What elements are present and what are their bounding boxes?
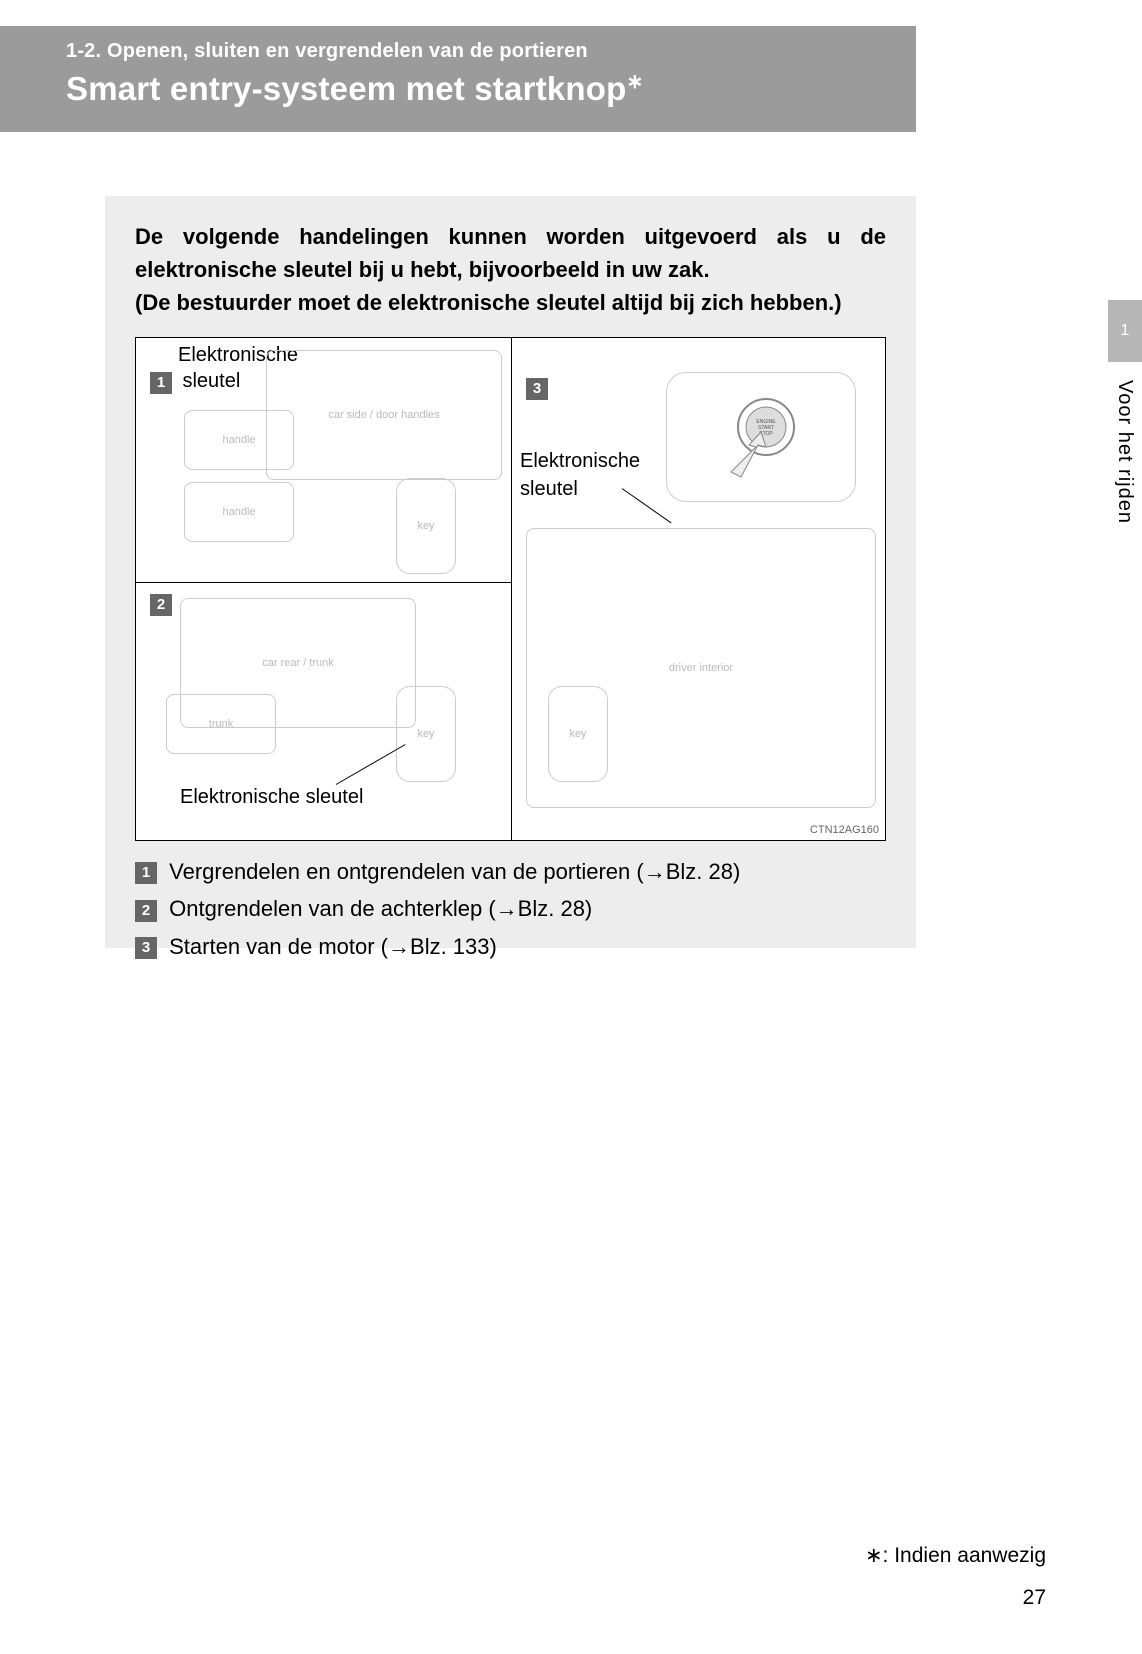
footnote: ∗: Indien aanwezig (865, 1543, 1046, 1568)
illustration-door-handle-detail-2: handle (184, 482, 294, 542)
diagram-label-bottom-left: Elektronische sleutel (180, 786, 363, 809)
intro-line2: (De bestuurder moet de elektronische sle… (135, 290, 842, 315)
legend-row-3: 3 Starten van de motor (→Blz. 133) (135, 928, 886, 965)
legend-num-3: 3 (135, 937, 157, 959)
illustration-car-side-doors: car side / door handles (266, 350, 502, 480)
legend-row-2: 2 Ontgrendelen van de achterklep (→Blz. … (135, 890, 886, 927)
legend-text-2a: Ontgrendelen van de achterklep ( (169, 896, 496, 921)
diagram-horizontal-divider (136, 582, 511, 583)
illustration-key-fob-2: key (396, 686, 456, 782)
diagram-num-2-row: 2 (150, 594, 172, 616)
illustration-trunk-handle-detail: trunk (166, 694, 276, 754)
legend-num-1: 1 (135, 862, 157, 884)
legend-num-2: 2 (135, 900, 157, 922)
callout-line-1 (622, 488, 672, 523)
illustration-key-fob-3: key (548, 686, 608, 782)
legend-arrow-1: → (644, 859, 666, 884)
legend-arrow-2: → (496, 896, 518, 921)
legend-text-2b: Blz. 28) (518, 896, 593, 921)
diagram-num-3-row: 3 (526, 378, 548, 400)
diagram-num-3: 3 (526, 378, 548, 400)
legend-text-1b: Blz. 28) (666, 859, 741, 884)
section-number: 1-2. Openen, sluiten en vergrendelen van… (66, 40, 916, 63)
title-text: Smart entry-systeem met startknop (66, 70, 626, 107)
footnote-symbol: ∗ (865, 1544, 883, 1567)
diagram-label-right-1: Elektronische (520, 450, 640, 473)
side-chapter-text: Voor het rijden (1113, 380, 1136, 524)
legend-text-1a: Vergrendelen en ontgrendelen van de port… (169, 859, 644, 884)
legend-arrow-3: → (388, 934, 410, 959)
header-banner: 1-2. Openen, sluiten en vergrendelen van… (0, 26, 916, 132)
intro-text: De volgende handelingen kunnen worden ui… (135, 220, 886, 319)
illustration-start-button: ENGINE START STOP (666, 372, 856, 502)
start-button-icon: ENGINE START STOP (711, 387, 811, 487)
illustration-key-fob-1: key (396, 478, 456, 574)
diagram-label-right-2: sleutel (520, 478, 578, 501)
side-chapter-tab: 1 (1108, 300, 1142, 362)
legend: 1 Vergrendelen en ontgrendelen van de po… (135, 853, 886, 965)
legend-text-3b: Blz. 133) (410, 934, 497, 959)
diagram-frame: Elektronische 1 sleutel car side / door … (135, 337, 886, 841)
page-title: Smart entry-systeem met startknop∗ (66, 69, 916, 108)
diagram-num-1-row: 1 sleutel (150, 370, 240, 394)
diagram-num-2: 2 (150, 594, 172, 616)
diagram-image-code: CTN12AG160 (810, 824, 879, 836)
diagram-num-1: 1 (150, 372, 172, 394)
footnote-text: : Indien aanwezig (883, 1544, 1046, 1567)
diagram-vertical-divider (511, 338, 512, 840)
illustration-door-handle-detail-1: handle (184, 410, 294, 470)
intro-line1: De volgende handelingen kunnen worden ui… (135, 224, 886, 282)
page-number: 27 (1023, 1586, 1046, 1610)
diagram-label-sleutel-1: sleutel (182, 370, 240, 392)
title-asterisk: ∗ (626, 71, 643, 93)
legend-text-3a: Starten van de motor ( (169, 934, 388, 959)
content-box: De volgende handelingen kunnen worden ui… (105, 196, 916, 948)
legend-row-1: 1 Vergrendelen en ontgrendelen van de po… (135, 853, 886, 890)
